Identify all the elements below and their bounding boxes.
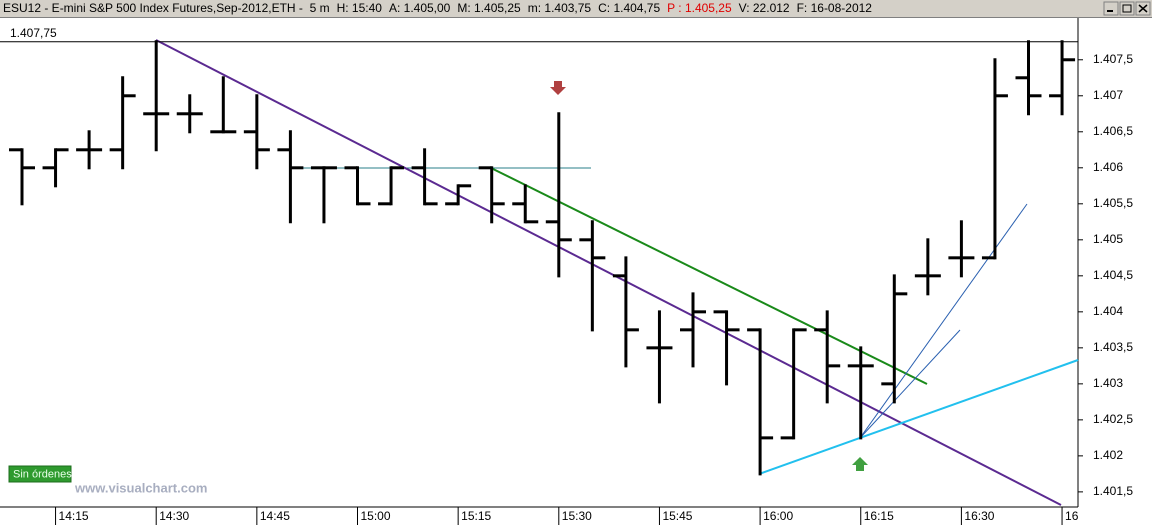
y-tick-label: 1.403,5 xyxy=(1093,340,1133,354)
y-axis-panel xyxy=(1078,18,1152,525)
header-item: C: 1.404,75 xyxy=(598,1,661,15)
ohlc-bar xyxy=(948,220,975,278)
y-tick-label: 1.407,5 xyxy=(1093,52,1133,66)
plot-area xyxy=(0,18,1078,507)
y-tick-label: 1.404,5 xyxy=(1093,268,1133,282)
ohlc-bar xyxy=(713,310,740,386)
ohlc-bar xyxy=(612,256,639,368)
ohlc-bar xyxy=(76,130,103,170)
x-tick-label: 15:15 xyxy=(461,509,491,523)
y-tick-label: 1.403 xyxy=(1093,376,1123,390)
x-tick-label: 15:30 xyxy=(562,509,592,523)
ohlc-bar xyxy=(310,166,337,224)
ohlc-bar xyxy=(1015,40,1042,116)
ohlc-bar xyxy=(42,148,69,188)
y-tick-label: 1.405 xyxy=(1093,232,1123,246)
ohlc-bar xyxy=(344,166,371,206)
buy-arrow xyxy=(852,457,868,471)
header-bar: ESU12 - E-mini S&P 500 Index Futures,Sep… xyxy=(0,0,1152,18)
x-tick-label: 16:30 xyxy=(964,509,994,523)
ohlc-bar xyxy=(512,184,539,224)
header-item: P : 1.405,25 xyxy=(667,1,732,15)
ohlc-bar xyxy=(780,328,807,440)
y-tick-label: 1.406 xyxy=(1093,160,1123,174)
sell-arrow xyxy=(550,81,566,95)
ohlc-bar xyxy=(814,310,841,404)
x-tick-label: 14:15 xyxy=(59,509,89,523)
header-item: F: 16-08-2012 xyxy=(796,1,872,15)
x-tick-label: 16:15 xyxy=(864,509,894,523)
ohlc-bar xyxy=(545,112,572,278)
y-tick-label: 1.404 xyxy=(1093,304,1123,318)
y-tick-label: 1.405,5 xyxy=(1093,196,1133,210)
ohlc-bar xyxy=(445,184,472,206)
trend-line xyxy=(155,39,1062,506)
y-tick-label: 1.401,5 xyxy=(1093,484,1133,498)
ohlc-bar xyxy=(210,76,237,134)
ohlc-bar xyxy=(378,166,405,206)
trend-line xyxy=(490,167,928,385)
trend-line xyxy=(859,203,1028,439)
ohlc-bar xyxy=(243,94,270,170)
trend-line xyxy=(859,329,961,439)
watermark: www.visualchart.com xyxy=(74,480,207,495)
x-tick-label: 15:00 xyxy=(361,509,391,523)
status-text: Sin órdenes xyxy=(13,468,72,480)
x-tick-label: 14:45 xyxy=(260,509,290,523)
ohlc-bar xyxy=(646,310,673,404)
ohlc-bar xyxy=(478,166,505,224)
price-line-label: 1.407,75 xyxy=(10,26,57,40)
y-tick-label: 1.402 xyxy=(1093,448,1123,462)
header-item: ESU12 - E-mini S&P 500 Index Futures,Sep… xyxy=(3,1,330,15)
ohlc-bar xyxy=(881,274,908,404)
ohlc-bar xyxy=(847,346,874,440)
x-tick-label: 15:45 xyxy=(662,509,692,523)
status-box[interactable] xyxy=(8,465,72,483)
ohlc-bar xyxy=(1049,40,1076,116)
y-tick-label: 1.406,5 xyxy=(1093,124,1133,138)
header-item: V: 22.012 xyxy=(738,1,790,15)
header-item: M: 1.405,25 xyxy=(457,1,521,15)
header-item: A: 1.405,00 xyxy=(388,1,451,15)
x-tick-label: 14:30 xyxy=(159,509,189,523)
window-buttons[interactable] xyxy=(1103,1,1151,16)
header-item: H: 15:40 xyxy=(336,1,382,15)
ohlc-bar xyxy=(109,76,136,170)
ohlc-bar xyxy=(579,220,606,332)
ohlc-bar xyxy=(747,328,774,476)
ohlc-bar xyxy=(914,238,941,296)
ohlc-bar xyxy=(277,130,304,224)
y-tick-label: 1.402,5 xyxy=(1093,412,1133,426)
ohlc-bar xyxy=(680,292,706,368)
ohlc-bar xyxy=(981,58,1008,260)
ohlc-bar xyxy=(9,148,35,206)
ohlc-bar xyxy=(411,148,438,206)
ohlc-bar xyxy=(143,40,170,152)
y-tick-label: 1.407 xyxy=(1093,88,1123,102)
ohlc-bar xyxy=(176,94,203,134)
trend-line xyxy=(758,359,1079,475)
x-tick-label: 16 xyxy=(1065,509,1079,523)
x-tick-label: 16:00 xyxy=(763,509,793,523)
header-item: m: 1.403,75 xyxy=(527,1,592,15)
